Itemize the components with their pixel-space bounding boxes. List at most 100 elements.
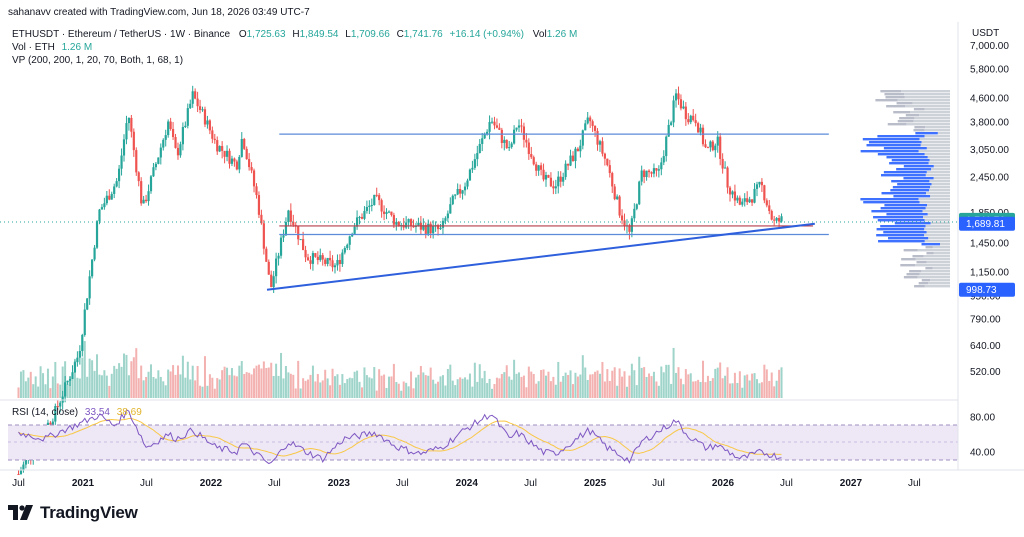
trend-line [266, 222, 815, 291]
volume-profile-bar [937, 132, 950, 135]
candle-body [547, 174, 550, 178]
volume-bar [702, 360, 705, 398]
rsi-series [18, 409, 782, 465]
volume-profile-bar [927, 213, 950, 216]
candle-body [338, 259, 342, 265]
candle-body [724, 167, 727, 169]
volume-bar [491, 388, 494, 398]
candle-body [422, 225, 425, 230]
candle-body [768, 205, 771, 211]
volume-profile-bar [929, 159, 950, 162]
candle-body [493, 121, 496, 126]
candle-body [557, 176, 560, 187]
candle-body [652, 168, 656, 174]
volume-bar [662, 372, 665, 398]
volume-bar [292, 374, 295, 398]
volume-profile-bar [926, 231, 950, 234]
candle-body [409, 219, 413, 227]
candle-body [221, 146, 224, 151]
candle-body [525, 139, 528, 143]
candle-body [348, 236, 351, 245]
candle-body [463, 186, 467, 191]
candle-body [216, 140, 219, 152]
volume-bar [262, 361, 265, 398]
candle-body [436, 225, 440, 230]
candle-body [520, 125, 523, 127]
candle-body [618, 196, 621, 216]
volume-bar [719, 362, 722, 398]
candle-body [451, 195, 454, 205]
candle-body [716, 136, 719, 146]
chart-drawings[interactable] [266, 133, 829, 291]
price-candles [17, 85, 783, 476]
volume-profile-bar [915, 264, 950, 267]
candle-body [201, 109, 204, 111]
candle-body [603, 153, 606, 159]
volume-bar [169, 371, 172, 398]
time-axis[interactable]: Jul 2021 Jul 2022 Jul 2023 Jul 2024 Jul 2025 Jul 20… [12, 478, 921, 489]
price-axis[interactable]: 7,000.00 5,800.00 4,600.00 3,800.00 3,050.00… [959, 41, 1015, 378]
candle-body [49, 422, 52, 425]
volume-profile-bar [880, 90, 902, 93]
volume-bar [716, 367, 719, 398]
candle-body [135, 150, 138, 173]
volume-bar [736, 382, 739, 398]
candle-body [289, 210, 292, 222]
volume-profile-bar [917, 249, 950, 252]
volume-bar [115, 368, 118, 398]
time-tick-label: Jul [12, 478, 25, 489]
volume-profile-bar [897, 99, 950, 102]
volume-bar [559, 381, 562, 398]
volume-legend: Vol · ETH 1.26 M [12, 42, 92, 53]
candle-body [203, 109, 207, 125]
volume-bar [635, 385, 638, 398]
volume-profile-bar [912, 102, 950, 105]
volume-bar [675, 372, 678, 398]
volume-bar [672, 347, 675, 398]
volume-bar [22, 370, 25, 398]
candle-body [721, 158, 724, 169]
volume-bar [714, 368, 717, 398]
close-label: C [397, 29, 404, 40]
volume-bar [240, 361, 243, 398]
volume-bar [424, 375, 427, 398]
volume-profile-bar [905, 105, 950, 108]
volume-bar [51, 376, 54, 398]
candle-body [248, 159, 251, 168]
volume-profile-bar [915, 258, 950, 261]
tradingview-logo-icon [8, 505, 33, 520]
volume-value: 1.26 M [62, 42, 93, 53]
volume-profile-bar [910, 111, 950, 114]
volume-bar [576, 376, 579, 398]
volume-profile-bar [903, 276, 918, 279]
candle-body [309, 260, 312, 264]
candle-body [93, 247, 96, 260]
candle-body [432, 225, 435, 234]
volume-profile-bar [914, 285, 925, 288]
volume-bar [228, 375, 231, 398]
time-tick-label: Jul [140, 478, 153, 489]
volume-bar [638, 356, 641, 398]
volume-bar [625, 386, 628, 398]
candle-body [363, 210, 366, 219]
candle-body [174, 137, 177, 148]
volume-profile-bar [932, 267, 950, 270]
volume-profile-bar [876, 234, 925, 237]
candle-body [181, 127, 184, 145]
candle-body [549, 177, 553, 187]
candle-body [606, 158, 609, 166]
candle-body [643, 170, 646, 178]
candle-body [171, 128, 175, 138]
volume-profile-bar [892, 186, 930, 189]
candle-body [167, 121, 170, 136]
candle-body [105, 195, 108, 204]
volume-profile-bar [927, 156, 950, 159]
volume-bar [127, 375, 130, 398]
volume-bar [370, 378, 373, 398]
volume-profile-bar [890, 189, 930, 192]
volume-bar [569, 370, 572, 398]
candle-body [125, 123, 128, 140]
candle-body [130, 117, 133, 132]
volume-bar [356, 370, 359, 398]
